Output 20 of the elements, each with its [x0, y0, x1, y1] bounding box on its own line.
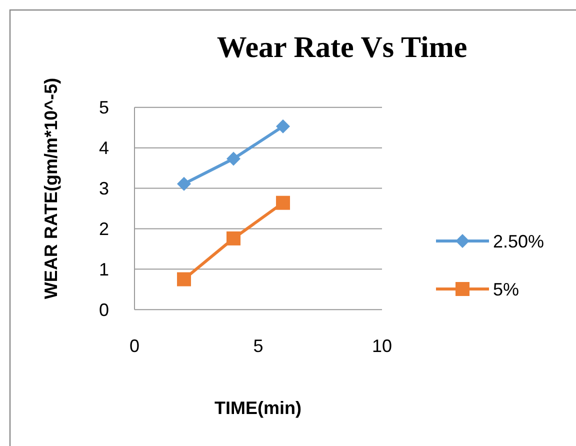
y-tick-label: 5 — [98, 98, 109, 118]
x-tick-label: 0 — [129, 336, 140, 356]
x-tick-label: 10 — [372, 336, 392, 356]
point — [226, 231, 240, 246]
y-tick-label: 4 — [98, 138, 109, 158]
point — [276, 196, 290, 210]
point — [177, 272, 191, 286]
legend-label: 2.50% — [493, 231, 544, 252]
x-axis-title: TIME(min) — [214, 398, 302, 418]
y-tick-label: 3 — [98, 178, 109, 199]
y-tick-label: 2 — [98, 219, 109, 240]
point — [226, 152, 240, 166]
y-tick-label: 1 — [98, 259, 109, 280]
point — [276, 119, 290, 134]
point — [177, 176, 191, 191]
legend-label: 5% — [493, 279, 520, 300]
y-axis-title: WEAR RATE(gm/m*10^-5) — [41, 78, 61, 300]
chart-title: Wear Rate Vs Time — [216, 31, 468, 64]
y-tick-label: 0 — [98, 300, 109, 320]
x-tick-label: 5 — [253, 336, 264, 356]
